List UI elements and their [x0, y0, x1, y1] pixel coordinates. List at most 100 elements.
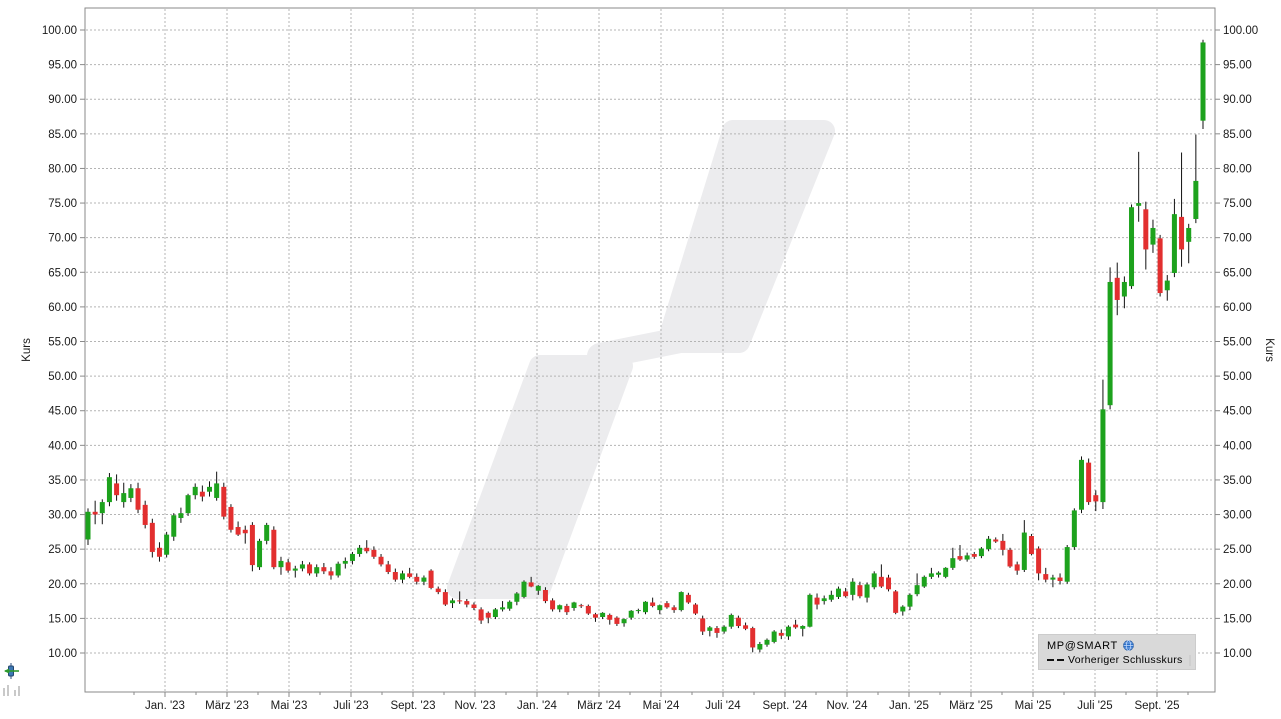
y-axis-label-right: 80.00	[1223, 163, 1252, 175]
candle	[542, 587, 548, 604]
candle	[800, 625, 806, 637]
x-axis-label: Jan. '24	[517, 700, 558, 712]
candle	[307, 562, 313, 576]
candle	[371, 546, 377, 559]
candlestick-arrow-icon[interactable]	[3, 662, 21, 685]
candle	[1157, 234, 1163, 297]
candle	[135, 482, 141, 514]
dashed-line-swatch	[1047, 659, 1064, 661]
candle	[121, 482, 127, 508]
candle	[378, 554, 384, 567]
candle	[771, 630, 777, 644]
candle	[785, 625, 791, 640]
candle	[478, 607, 484, 624]
candle	[550, 598, 556, 612]
y-axis-label-right: 75.00	[1223, 198, 1252, 210]
candle	[500, 601, 506, 612]
candle	[750, 626, 756, 653]
candle	[228, 504, 234, 533]
candle	[600, 612, 606, 620]
candle	[943, 567, 949, 579]
plot-area[interactable]	[85, 8, 1215, 692]
candle	[514, 592, 520, 606]
y-axis-label-left: 25.00	[48, 544, 77, 556]
x-axis-label: Sept. '24	[762, 700, 808, 712]
x-axis-label: Juli '23	[333, 700, 368, 712]
candle	[843, 587, 849, 598]
candle	[778, 629, 784, 640]
y-axis-label-left: 50.00	[48, 371, 77, 383]
y-axis-label-left: 60.00	[48, 302, 77, 314]
x-axis-label: Juli '24	[705, 700, 741, 712]
candle	[850, 578, 856, 601]
candle	[178, 507, 184, 523]
candle	[1086, 458, 1092, 505]
candle	[357, 545, 363, 557]
candle	[1057, 573, 1063, 585]
mini-bars-icon[interactable]	[2, 683, 22, 701]
chart-legend[interactable]: MP@SMART Vorheriger Schlusskurs	[1038, 634, 1196, 670]
candle	[214, 471, 220, 501]
globe-icon	[1122, 640, 1134, 651]
y-axis-label-left: 45.00	[48, 406, 77, 418]
candle	[564, 603, 570, 615]
candle	[700, 615, 706, 636]
candle	[450, 598, 456, 609]
candle	[585, 604, 591, 615]
candle	[421, 575, 427, 586]
x-axis-label: Jan. '25	[889, 700, 929, 712]
candle	[235, 521, 241, 537]
candle	[657, 604, 663, 615]
y-axis-label-left: 70.00	[48, 233, 77, 245]
y-axis-label-left: 90.00	[48, 94, 77, 106]
candle	[385, 560, 391, 575]
x-axis-label: Mai '25	[1015, 700, 1052, 712]
candle	[764, 638, 770, 647]
y-axis-label-right: 40.00	[1223, 440, 1252, 452]
candle	[428, 569, 434, 590]
candle	[914, 573, 920, 597]
y-axis-label-left: 10.00	[48, 648, 77, 660]
candle	[192, 483, 198, 500]
y-axis-label-right: 65.00	[1223, 267, 1252, 279]
y-axis-label-right: 15.00	[1223, 613, 1252, 625]
y-axis-title-right: Kurs	[1263, 338, 1275, 362]
candle	[171, 513, 177, 541]
y-axis-label-right: 10.00	[1223, 648, 1252, 660]
candle	[364, 540, 370, 554]
candle	[142, 500, 148, 529]
candle	[1150, 219, 1156, 253]
candle	[1171, 198, 1177, 278]
candle	[814, 593, 820, 610]
candle	[399, 570, 405, 584]
y-axis-label-right: 50.00	[1223, 371, 1252, 383]
legend-previous-close-label: Vorheriger Schlusskurs	[1068, 654, 1183, 666]
candle	[1200, 39, 1206, 129]
candle	[900, 605, 906, 616]
candle	[821, 595, 827, 605]
y-axis-label-right: 35.00	[1223, 475, 1252, 487]
candle	[571, 601, 577, 611]
candle	[521, 580, 527, 599]
legend-color-swatch[interactable]	[1188, 654, 1191, 666]
y-axis-label-left: 80.00	[48, 163, 77, 175]
candle	[349, 551, 355, 565]
candlestick-series	[85, 39, 1206, 653]
candle	[221, 482, 227, 520]
candle	[807, 593, 813, 628]
candle	[957, 545, 963, 561]
y-axis-label-left: 15.00	[48, 613, 77, 625]
candle	[978, 547, 984, 559]
candle	[635, 608, 641, 614]
candle	[492, 608, 498, 620]
candle	[471, 602, 477, 611]
y-axis-label-left: 55.00	[48, 337, 77, 349]
candle	[507, 600, 513, 611]
candle	[835, 586, 841, 600]
candle	[557, 604, 563, 613]
legend-previous-close-row: Vorheriger Schlusskurs	[1047, 653, 1191, 667]
candle	[950, 547, 956, 570]
candle	[285, 558, 291, 573]
